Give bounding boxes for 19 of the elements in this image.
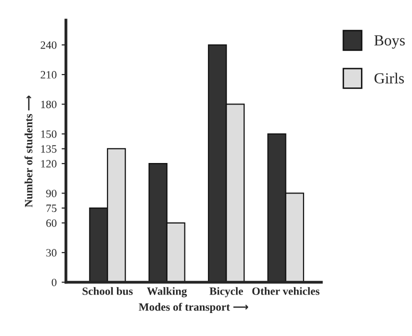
x-tick-label: Walking [146, 287, 187, 298]
x-axis-title: Modes of transport ⟶ [138, 302, 248, 314]
y-tick-label: 75 [46, 204, 56, 212]
y-tick-label: 30 [46, 249, 56, 257]
x-tick-label: Bicycle [210, 287, 243, 298]
y-tick-label: 135 [41, 145, 56, 153]
y-tick-label: 0 [52, 278, 56, 286]
y-tick-label: 210 [40, 71, 56, 79]
legend-label: Boys [374, 35, 405, 49]
y-tick-label: 90 [46, 190, 56, 198]
x-tick-label: Other vehicles [252, 287, 320, 295]
legend-label: Girls [374, 72, 404, 84]
x-tick-label: School bus [82, 287, 133, 295]
y-tick-label: 180 [41, 100, 56, 108]
y-axis-title: Number of students ⟶ [24, 96, 32, 208]
y-tick-label: 240 [40, 41, 56, 49]
y-tick-label: 60 [46, 219, 56, 227]
y-tick-label: 150 [41, 130, 56, 138]
y-tick-label: 120 [41, 160, 56, 168]
